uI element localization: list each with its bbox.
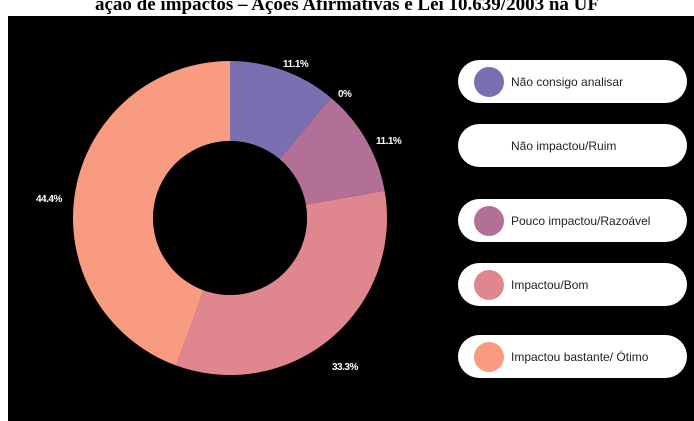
value-label-nao-impactou: 0% <box>338 89 352 100</box>
donut-chart <box>72 61 387 375</box>
value-label-impactou-bastante: 44.4% <box>36 194 62 205</box>
legend-label: Impactou/Bom <box>511 277 589 292</box>
legend-item-impactou-bastante: Impactou bastante/ Ótimo <box>458 335 687 378</box>
value-label-nao-consigo: 11.1% <box>283 59 309 70</box>
legend-swatch <box>474 269 504 300</box>
legend-item-nao-impactou: Não impactou/Ruim <box>458 124 687 167</box>
legend-swatch <box>474 341 504 372</box>
legend-item-pouco-impactou: Pouco impactou/Razoável <box>458 199 687 242</box>
legend-label: Não impactou/Ruim <box>511 138 617 153</box>
slice-3 <box>176 190 387 375</box>
legend-label: Impactou bastante/ Ótimo <box>511 349 649 364</box>
legend-swatch <box>474 66 504 97</box>
legend-swatch <box>474 130 504 161</box>
slice-0 <box>230 61 331 160</box>
legend-swatch <box>474 205 504 236</box>
chart-panel: 11.1% 0% 11.1% 33.3% 44.4% Não consigo a… <box>8 16 694 421</box>
legend-label: Pouco impactou/Razoável <box>511 213 651 228</box>
slice-4 <box>72 61 231 366</box>
legend-item-nao-consigo: Não consigo analisar <box>458 60 687 103</box>
value-label-impactou-bom: 33.3% <box>332 362 358 373</box>
legend-label: Não consigo analisar <box>511 74 624 89</box>
slice-2 <box>279 97 385 205</box>
legend-item-impactou-bom: Impactou/Bom <box>458 263 687 306</box>
donut-hole <box>153 141 307 295</box>
value-label-pouco-impactou: 11.1% <box>376 136 402 147</box>
page-title: ação de impactos – Ações Afirmativas e L… <box>95 0 599 14</box>
